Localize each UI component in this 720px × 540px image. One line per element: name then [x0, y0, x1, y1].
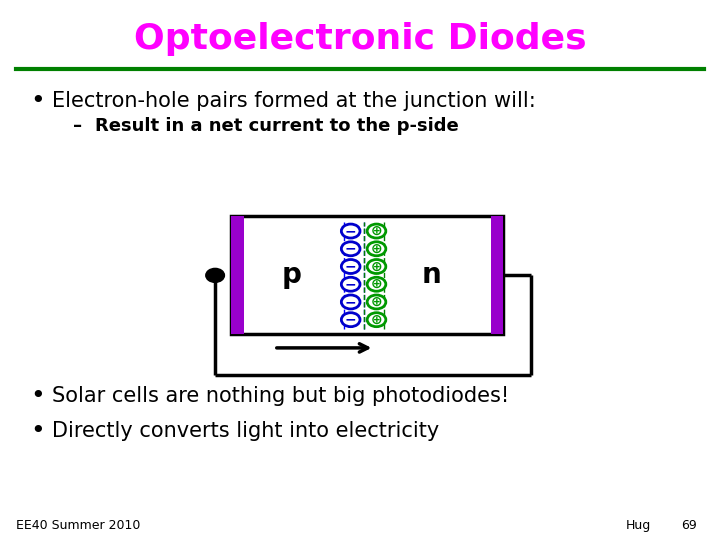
Text: −: − [345, 260, 356, 273]
Text: •: • [30, 89, 45, 113]
Text: n: n [422, 261, 441, 289]
Text: Solar cells are nothing but big photodiodes!: Solar cells are nothing but big photodio… [52, 386, 509, 406]
Text: ⊕: ⊕ [371, 277, 382, 291]
Text: ⊕: ⊕ [371, 260, 382, 273]
Text: EE40 Summer 2010: EE40 Summer 2010 [16, 519, 140, 532]
Text: Optoelectronic Diodes: Optoelectronic Diodes [134, 22, 586, 56]
Text: Electron-hole pairs formed at the junction will:: Electron-hole pairs formed at the juncti… [52, 91, 536, 111]
Text: ⊕: ⊕ [371, 313, 382, 327]
Bar [231, 217, 244, 334]
Text: −: − [345, 242, 356, 256]
Text: p: p [282, 261, 302, 289]
Circle shape [367, 260, 386, 273]
Circle shape [367, 295, 386, 309]
Circle shape [206, 268, 225, 282]
Text: •: • [30, 384, 45, 408]
Circle shape [367, 277, 386, 291]
Circle shape [341, 224, 360, 238]
Text: −: − [345, 277, 356, 291]
Text: –: – [73, 117, 82, 135]
Text: •: • [30, 419, 45, 443]
Circle shape [341, 295, 360, 309]
Text: 69: 69 [681, 519, 697, 532]
Text: ⊕: ⊕ [371, 224, 382, 238]
Circle shape [367, 313, 386, 327]
Text: −: − [345, 224, 356, 238]
Text: −: − [345, 295, 356, 309]
Text: Hug: Hug [626, 519, 651, 532]
Text: ⊕: ⊕ [371, 242, 382, 256]
Circle shape [341, 277, 360, 291]
Circle shape [341, 260, 360, 273]
Circle shape [341, 242, 360, 256]
Bar [490, 217, 503, 334]
Text: ⊕: ⊕ [371, 295, 382, 309]
Circle shape [341, 313, 360, 327]
Text: Directly converts light into electricity: Directly converts light into electricity [52, 421, 439, 441]
Circle shape [367, 224, 386, 238]
Circle shape [367, 242, 386, 256]
Text: −: − [345, 313, 356, 327]
Bar [231, 217, 503, 334]
Text: Result in a net current to the p-side: Result in a net current to the p-side [94, 117, 459, 135]
